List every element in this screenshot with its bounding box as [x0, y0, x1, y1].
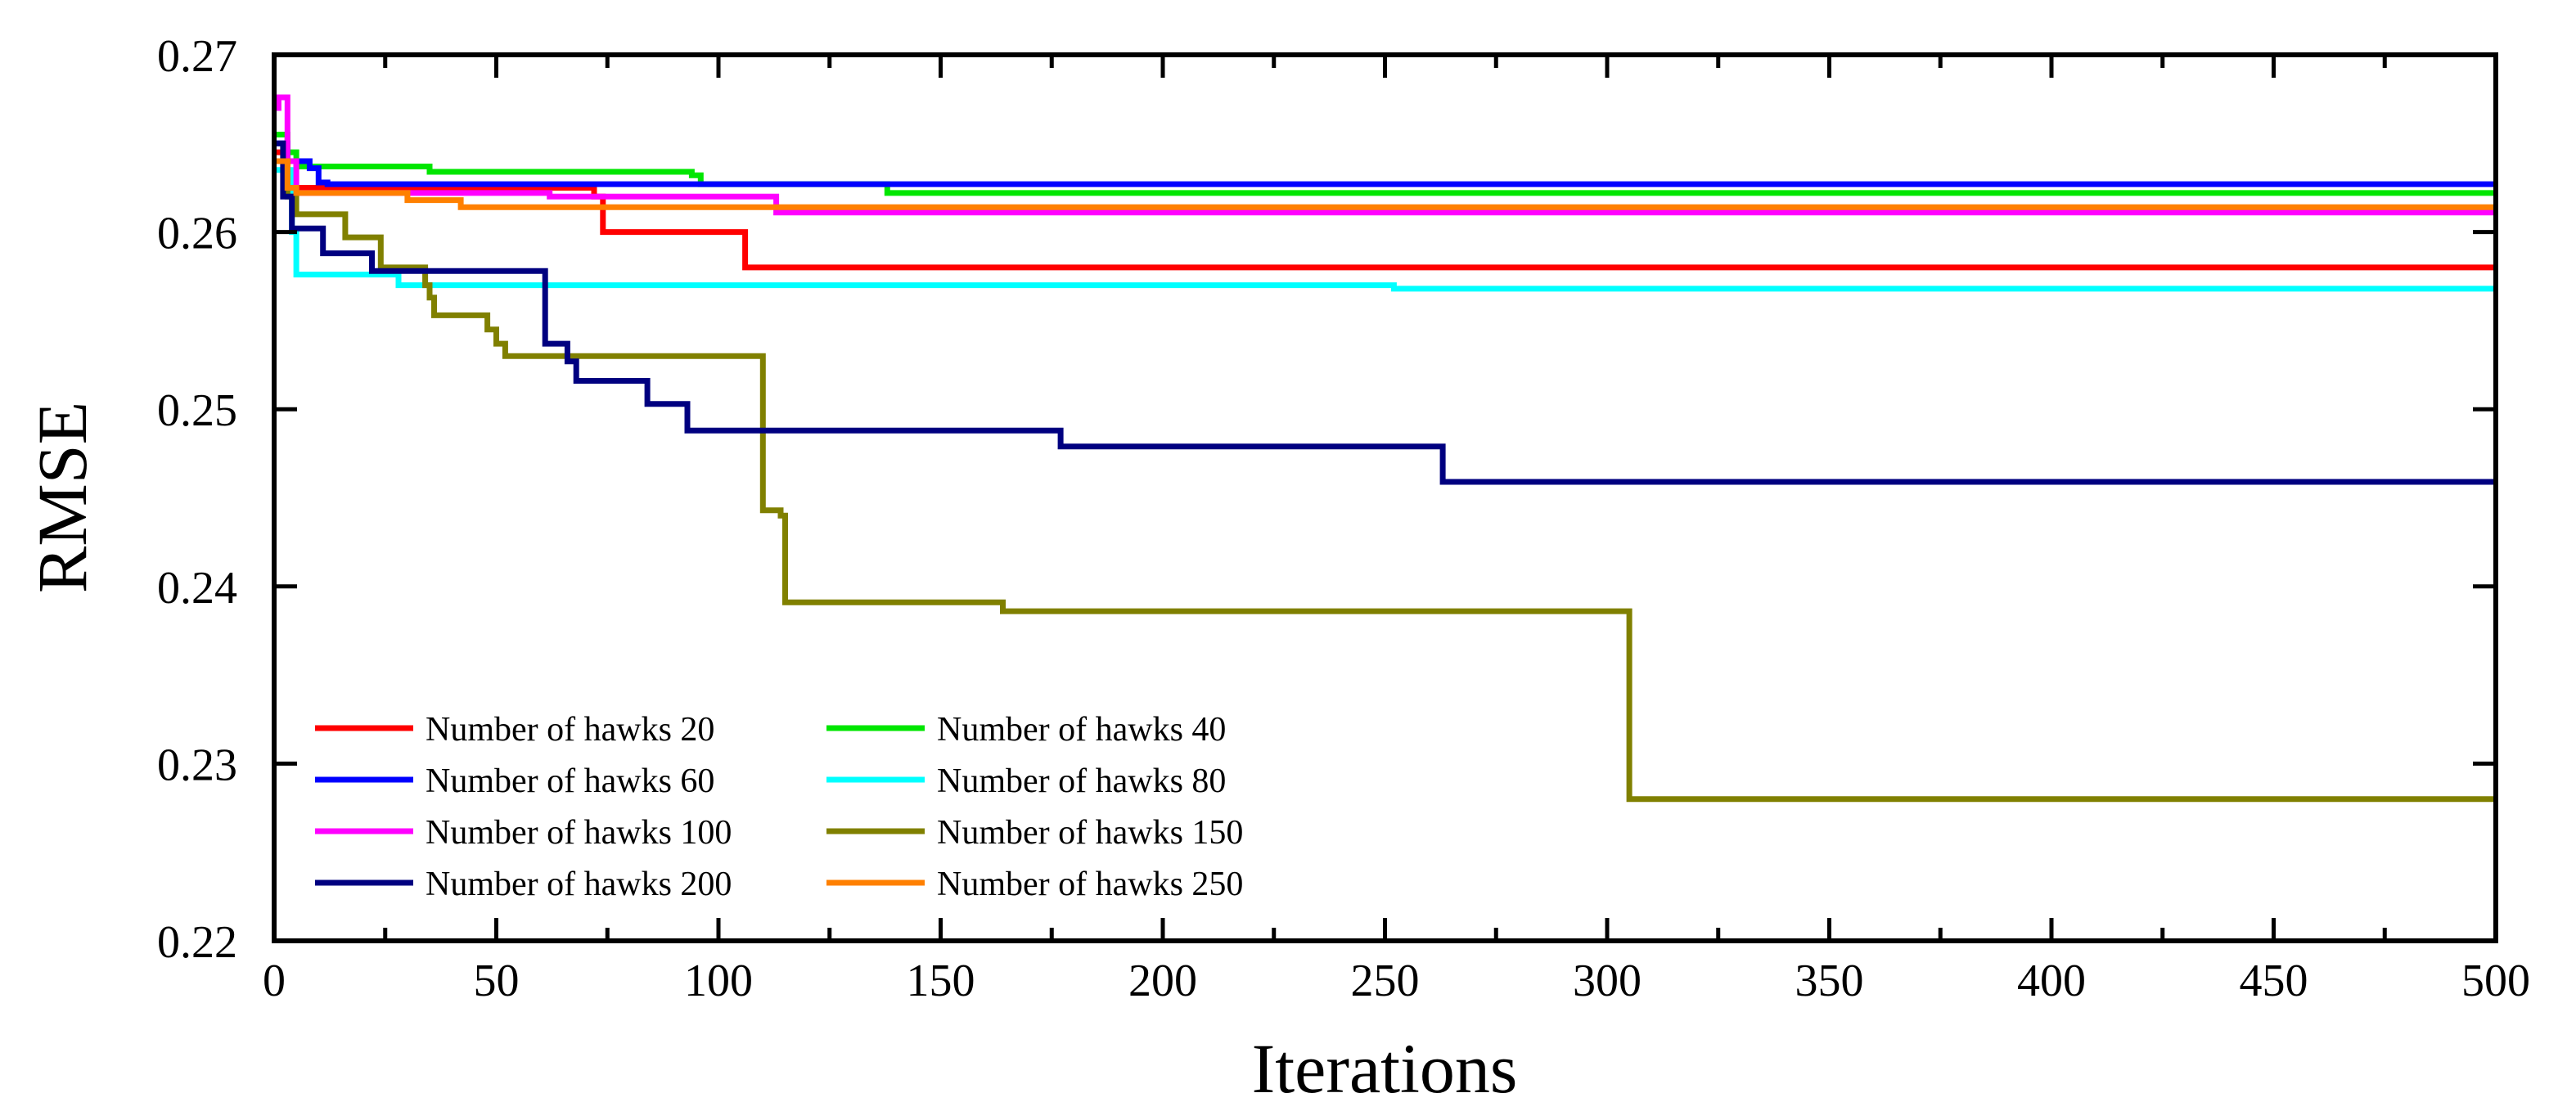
legend-label: Number of hawks 60 — [426, 762, 714, 800]
series-line-6 — [274, 158, 2496, 803]
plot-frame — [272, 52, 2498, 943]
legend-label: Number of hawks 250 — [937, 866, 1243, 903]
x-tick-label: 100 — [684, 956, 753, 1006]
y-tick-label: 0.25 — [157, 385, 237, 436]
y-tick-label: 0.23 — [157, 740, 237, 790]
legend-label: Number of hawks 100 — [426, 814, 732, 852]
legend-label: Number of hawks 20 — [426, 711, 714, 749]
series-line-5 — [274, 94, 2496, 216]
x-tick-label: 0 — [263, 956, 286, 1006]
x-tick-label: 500 — [2461, 956, 2530, 1006]
x-axis-title: Iterations — [1252, 1029, 1518, 1108]
x-tick-label: 450 — [2240, 956, 2308, 1006]
series-line-7 — [274, 140, 2496, 485]
legend-label: Number of hawks 40 — [937, 711, 1226, 749]
legend-label: Number of hawks 200 — [426, 866, 732, 903]
y-tick-label: 0.22 — [157, 917, 237, 968]
x-tick-label: 200 — [1128, 956, 1197, 1006]
series-layer — [274, 94, 2496, 803]
legend-label: Number of hawks 150 — [937, 814, 1243, 852]
x-tick-label: 350 — [1795, 956, 1864, 1006]
tick-labels-layer: 0 50 100 150 200 250 300 350 400 450 500 0.22 0.23 0.… — [157, 31, 2530, 1006]
x-tick-label: 150 — [907, 956, 975, 1006]
x-tick-label: 400 — [2017, 956, 2086, 1006]
x-tick-label: 250 — [1351, 956, 1420, 1006]
y-tick-label: 0.24 — [157, 563, 237, 614]
y-tick-label: 0.26 — [157, 209, 237, 259]
x-tick-label: 50 — [474, 956, 520, 1006]
legend: Number of hawks 20 Number of hawks 40 Numb… — [315, 711, 1243, 903]
series-line-8 — [274, 158, 2496, 210]
ticks-layer — [272, 52, 2498, 943]
y-tick-label: 0.27 — [157, 31, 237, 82]
y-axis-title: RMSE — [23, 402, 101, 593]
series-line-3 — [274, 140, 2496, 187]
x-tick-label: 300 — [1573, 956, 1642, 1006]
legend-label: Number of hawks 80 — [937, 762, 1226, 800]
